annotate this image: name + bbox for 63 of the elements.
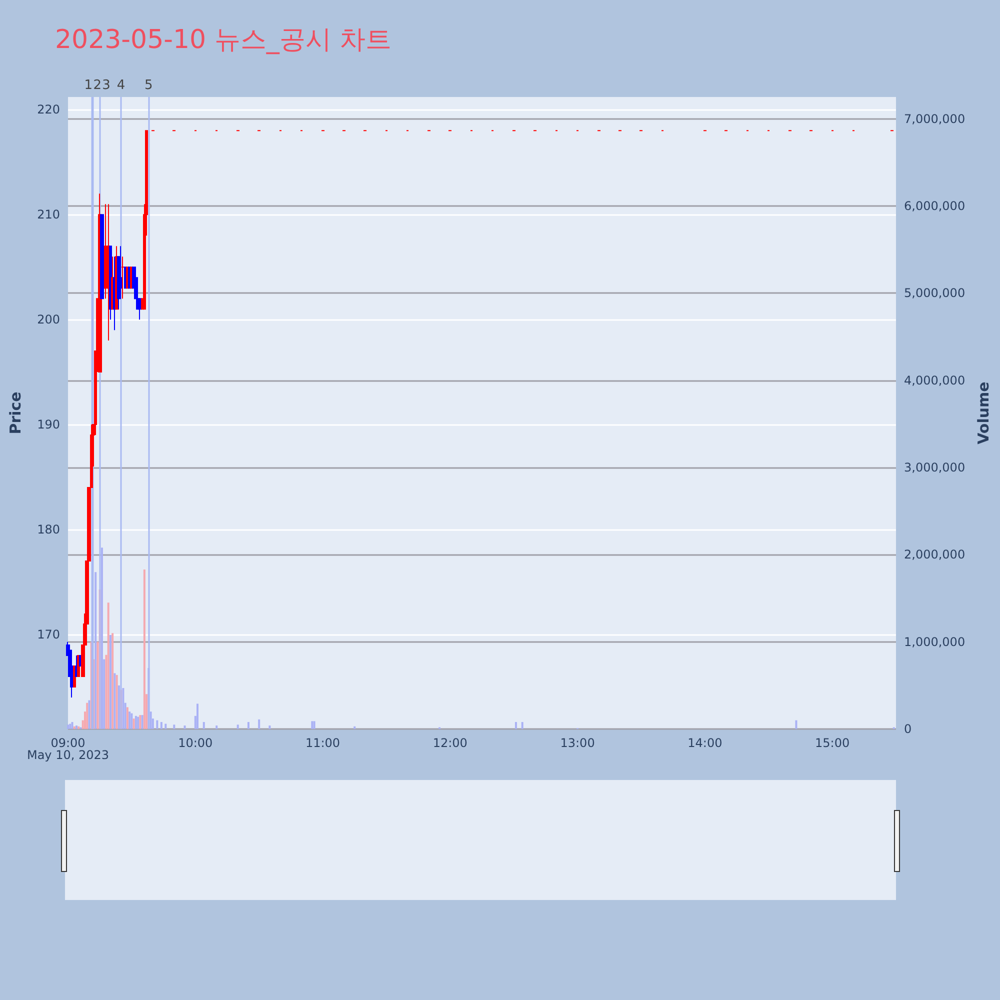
y2-tick-label: 6,000,000 <box>904 198 966 213</box>
bar <box>143 569 146 729</box>
bar <box>313 721 316 729</box>
x-tick-label: 10:00 <box>178 736 213 750</box>
bar <box>173 724 176 729</box>
y2-tick-label: 0 <box>904 722 912 736</box>
bar <box>73 726 76 729</box>
bar <box>156 720 158 729</box>
x-tick-label: 15:00 <box>815 736 850 750</box>
bar <box>184 726 186 729</box>
y-tick-label: 200 <box>37 312 60 327</box>
bar <box>514 722 517 729</box>
candlestick <box>113 256 116 331</box>
bar <box>247 722 250 729</box>
y2-tick-label: 4,000,000 <box>904 373 966 388</box>
ref-line-label: 4 <box>116 78 126 93</box>
y2-tick-label: 3,000,000 <box>904 460 966 474</box>
y2-tick-label: 5,000,000 <box>904 286 966 300</box>
bar <box>86 702 88 729</box>
bar <box>202 722 205 729</box>
x-tick-label: 12:00 <box>432 736 468 750</box>
x-tick-label: 11:00 <box>305 736 340 750</box>
y2-tick-label: 1,000,000 <box>904 634 966 649</box>
y2-axis-title: Volume <box>974 382 992 444</box>
bar <box>236 724 239 729</box>
y2-tick-label: 2,000,000 <box>904 548 966 562</box>
y2-tick-label: 7,000,000 <box>904 112 966 126</box>
chart-title: 2023-05-10 뉴스_공시 차트 <box>55 25 392 55</box>
bar <box>160 722 162 729</box>
bar <box>521 722 524 729</box>
y-tick-label: 210 <box>37 208 60 222</box>
bar <box>71 722 74 729</box>
y-tick-label: 220 <box>37 102 60 117</box>
bar <box>216 726 218 729</box>
bar <box>196 704 199 729</box>
bar <box>69 724 72 729</box>
bar <box>311 721 314 729</box>
bar <box>795 720 798 729</box>
bar <box>268 726 271 729</box>
bar <box>112 633 114 729</box>
y-tick-label: 190 <box>37 418 60 432</box>
bar <box>128 712 131 729</box>
bar <box>126 707 128 729</box>
bar <box>132 718 135 729</box>
bar <box>107 602 110 729</box>
candlestick <box>121 256 125 300</box>
ref-line-label: 2 <box>93 78 102 93</box>
bar <box>109 634 112 729</box>
x-tick-label: 13:00 <box>560 736 595 750</box>
x-tick-label: 09:00 May 10, 2023 <box>26 736 110 762</box>
x-tick-label: 14:00 <box>688 736 722 750</box>
y-tick-label: 180 <box>37 522 60 537</box>
bar <box>134 716 137 729</box>
bar <box>130 713 133 729</box>
bar <box>354 726 356 729</box>
bar <box>164 724 167 729</box>
ref-line-label: 3 <box>102 78 110 93</box>
ref-line-label: 1 <box>84 78 92 93</box>
y-tick-label: 170 <box>37 628 60 642</box>
ref-line-label: 5 <box>144 78 153 93</box>
bar <box>258 719 260 729</box>
y-axis-title: Price <box>6 392 24 434</box>
candlestick <box>107 204 110 342</box>
